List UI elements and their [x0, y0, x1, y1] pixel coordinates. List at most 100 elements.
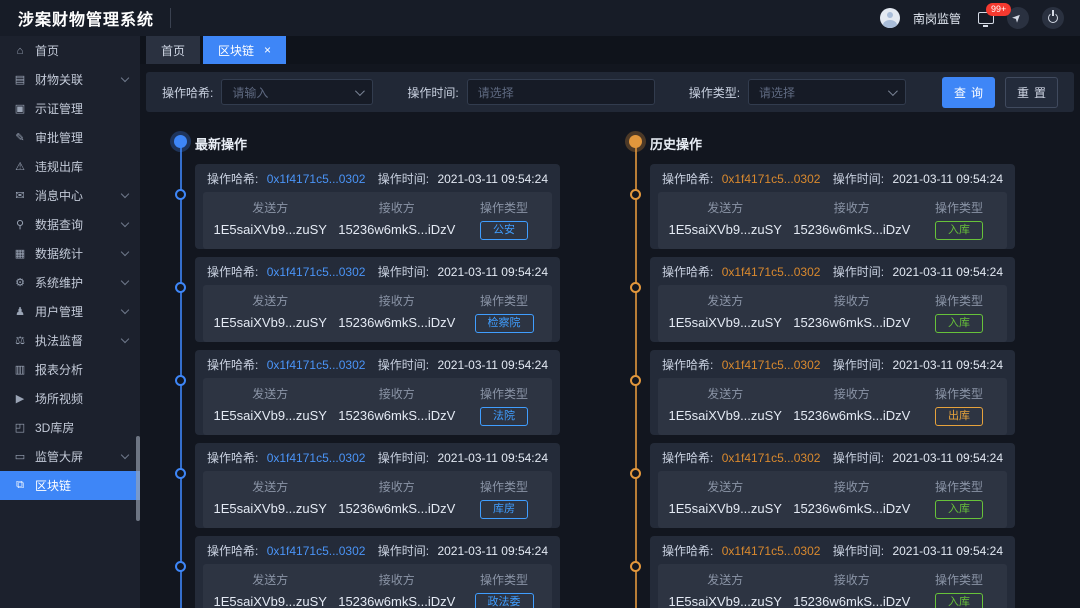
card-body: 发送方 1E5saiXVb9...zuSY 接收方 15236w6mkS...i…: [203, 378, 552, 435]
hash-link[interactable]: 0x1f4171c5...0302: [266, 265, 366, 279]
operation-type-cell: 操作类型 入库: [915, 571, 1003, 608]
hash-filter-placeholder: 请输入: [232, 85, 269, 100]
sender-label: 发送方: [252, 387, 289, 401]
sidebar-item-消息中心[interactable]: ✉ 消息中心: [0, 181, 140, 210]
close-icon[interactable]: ×: [264, 43, 272, 57]
type-filter-select[interactable]: 请选择: [748, 79, 907, 105]
home-icon: ⌂: [16, 44, 24, 57]
operation-card: 操作哈希: 0x1f4171c5...0302 操作时间: 2021-03-11…: [174, 164, 560, 249]
sidebar-item-首页[interactable]: ⌂ 首页: [0, 36, 140, 65]
chevron-down-icon: [887, 85, 898, 96]
hash-link[interactable]: 0x1f4171c5...0302: [721, 451, 821, 465]
chevron-down-icon: [120, 305, 130, 315]
reset-button[interactable]: 重置: [1004, 76, 1058, 108]
sidebar-item-报表分析[interactable]: ▥ 报表分析: [0, 355, 140, 384]
sidebar-item-3D库房[interactable]: ◰ 3D库房: [0, 413, 140, 442]
sidebar-scrollbar[interactable]: [136, 436, 140, 521]
sidebar-item-数据统计[interactable]: ▦ 数据统计: [0, 239, 140, 268]
receiver-cell: 接收方 15236w6mkS...iDzV: [334, 385, 461, 426]
video-icon: ▶: [15, 393, 25, 405]
operation-card: 操作哈希: 0x1f4171c5...0302 操作时间: 2021-03-11…: [629, 164, 1015, 249]
sidebar-item-label: 首页: [35, 44, 60, 58]
notification-badge: 99+: [986, 3, 1012, 16]
filter-type: 操作类型: 请选择: [689, 79, 907, 105]
card-body: 发送方 1E5saiXVb9...zuSY 接收方 15236w6mkS...i…: [658, 564, 1007, 608]
sender-cell: 发送方 1E5saiXVb9...zuSY: [207, 385, 334, 426]
hash-link[interactable]: 0x1f4171c5...0302: [721, 265, 821, 279]
receiver-cell: 接收方 15236w6mkS...iDzV: [789, 199, 916, 240]
sidebar-item-区块链[interactable]: ⧉ 区块链: [0, 471, 140, 500]
receiver-cell: 接收方 15236w6mkS...iDzV: [334, 571, 461, 608]
hash-link[interactable]: 0x1f4171c5...0302: [721, 544, 821, 558]
header-divider: [170, 8, 172, 28]
sender-label: 发送方: [252, 573, 289, 587]
sender-cell: 发送方 1E5saiXVb9...zuSY: [207, 571, 334, 608]
tab-首页[interactable]: 首页: [146, 36, 201, 64]
app-title: 涉案财物管理系统: [18, 12, 155, 29]
receiver-label: 接收方: [378, 201, 415, 215]
sender-label: 发送方: [707, 480, 744, 494]
hash-link[interactable]: 0x1f4171c5...0302: [266, 172, 366, 186]
hash-link[interactable]: 0x1f4171c5...0302: [266, 451, 366, 465]
search-button[interactable]: 查询: [941, 76, 995, 108]
sidebar-item-监管大屏[interactable]: ▭ 监管大屏: [0, 442, 140, 471]
operation-type-badge: 入库: [935, 593, 983, 608]
filter-bar: 操作哈希: 请输入 操作时间: 请选择 操作类型: 请选择 查询 重置: [146, 72, 1074, 112]
sidebar-item-场所视频[interactable]: ▶ 场所视频: [0, 384, 140, 413]
operation-type-cell: 操作类型 检察院: [460, 292, 548, 333]
search-icon: ⚲: [15, 219, 25, 231]
sidebar-item-违规出库[interactable]: ⚠ 违规出库: [0, 152, 140, 181]
sidebar-item-数据查询[interactable]: ⚲ 数据查询: [0, 210, 140, 239]
maintenance-icon: ⚙: [15, 277, 25, 289]
logout-button[interactable]: [1042, 7, 1064, 29]
filter-hash: 操作哈希: 请输入: [162, 79, 374, 105]
time-filter-input[interactable]: 请选择: [466, 79, 655, 105]
sidebar-item-审批管理[interactable]: ✎ 审批管理: [0, 123, 140, 152]
hash-filter-select[interactable]: 请输入: [221, 79, 374, 105]
chevron-down-icon: [120, 73, 130, 83]
operation-card: 操作哈希: 0x1f4171c5...0302 操作时间: 2021-03-11…: [174, 350, 560, 435]
sender-cell: 发送方 1E5saiXVb9...zuSY: [662, 571, 789, 608]
sender-label: 发送方: [252, 294, 289, 308]
receiver-cell: 接收方 15236w6mkS...iDzV: [789, 292, 916, 333]
sidebar-item-label: 场所视频: [35, 392, 84, 406]
main-content: 操作哈希: 请输入 操作时间: 请选择 操作类型: 请选择 查询 重置 最新操作: [140, 64, 1080, 608]
hash-link[interactable]: 0x1f4171c5...0302: [266, 358, 366, 372]
operation-type-cell: 操作类型 出库: [915, 385, 1003, 426]
receiver-value: 15236w6mkS...iDzV: [338, 501, 456, 516]
sender-value: 1E5saiXVb9...zuSY: [668, 594, 782, 608]
sender-cell: 发送方 1E5saiXVb9...zuSY: [662, 385, 789, 426]
sender-value: 1E5saiXVb9...zuSY: [213, 408, 327, 423]
hash-label: 操作哈希:: [662, 451, 714, 465]
hash-link[interactable]: 0x1f4171c5...0302: [721, 358, 821, 372]
operation-type-cell: 操作类型 入库: [915, 478, 1003, 519]
hash-label: 操作哈希:: [662, 358, 714, 372]
hash-link[interactable]: 0x1f4171c5...0302: [721, 172, 821, 186]
warehouse-icon: ◰: [14, 422, 26, 434]
evidence-icon: ▣: [14, 103, 26, 115]
sidebar-item-系统维护[interactable]: ⚙ 系统维护: [0, 268, 140, 297]
tab-区块链[interactable]: 区块链 ×: [203, 36, 287, 64]
hash-filter-label: 操作哈希:: [162, 85, 214, 100]
sidebar-item-示证管理[interactable]: ▣ 示证管理: [0, 94, 140, 123]
sidebar-item-用户管理[interactable]: ♟ 用户管理: [0, 297, 140, 326]
sidebar-item-财物关联[interactable]: ▤ 财物关联: [0, 65, 140, 94]
app-header: 涉案财物管理系统 南岗监管 99+ ➤: [0, 0, 1080, 36]
card-header: 操作哈希: 0x1f4171c5...0302 操作时间: 2021-03-11…: [650, 443, 1015, 471]
operation-card: 操作哈希: 0x1f4171c5...0302 操作时间: 2021-03-11…: [629, 350, 1015, 435]
hash-link[interactable]: 0x1f4171c5...0302: [266, 544, 366, 558]
tab-label: 首页: [161, 43, 186, 58]
user-avatar[interactable]: [879, 8, 900, 28]
card-list: 操作哈希: 0x1f4171c5...0302 操作时间: 2021-03-11…: [629, 164, 1015, 608]
sender-label: 发送方: [707, 294, 744, 308]
sidebar-item-执法监督[interactable]: ⚖ 执法监督: [0, 326, 140, 355]
sidebar-item-label: 数据查询: [35, 218, 84, 232]
time-value: 2021-03-11 09:54:24: [437, 172, 548, 186]
time-value: 2021-03-11 09:54:24: [892, 544, 1003, 558]
chevron-down-icon: [120, 334, 130, 344]
operation-type-badge: 公安: [480, 221, 528, 240]
clean-screen-button[interactable]: ➤: [1007, 7, 1029, 29]
notifications-button[interactable]: 99+: [978, 3, 1012, 27]
hash-label: 操作哈希:: [207, 265, 259, 279]
card-body: 发送方 1E5saiXVb9...zuSY 接收方 15236w6mkS...i…: [658, 285, 1007, 342]
